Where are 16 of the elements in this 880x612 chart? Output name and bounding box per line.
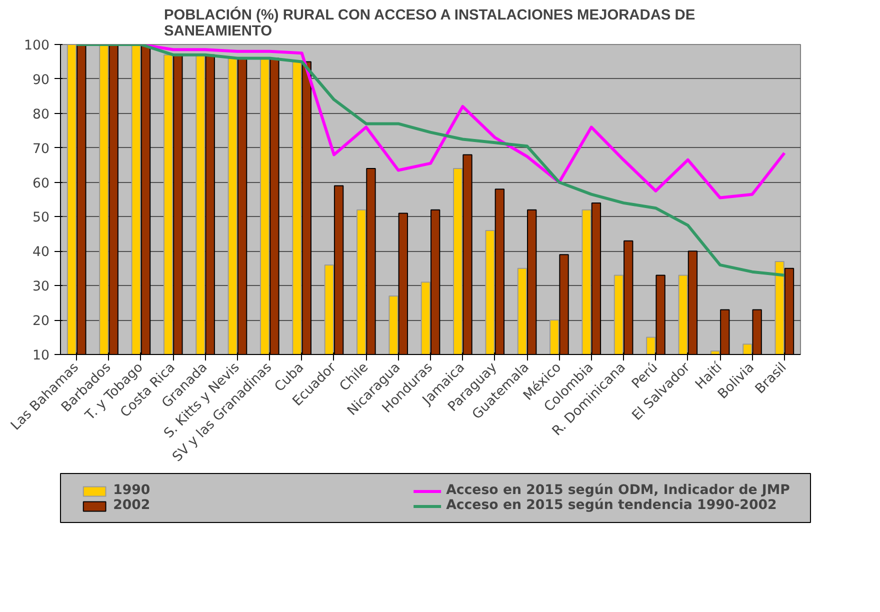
y-tick-label: 80 — [32, 107, 50, 122]
y-tick-label: 100 — [24, 38, 50, 54]
y-tick-label: 60 — [32, 176, 50, 192]
chart-title: POBLACIÓN (%) RURAL CON ACCESO A INSTALACIONES MEJORADAS DE SANEAMIENTO — [164, 6, 696, 40]
y-tick-label: 30 — [32, 280, 50, 295]
legend-label: 1990 — [113, 483, 152, 498]
y-tick-label: 10 — [32, 348, 50, 364]
y-tick-label: 40 — [32, 245, 50, 260]
y-tick-label: 20 — [32, 314, 50, 330]
y-tick-label: 50 — [32, 210, 50, 226]
legend-label: Acceso en 2015 según tendencia 1990-2002 — [446, 498, 777, 513]
legend-label: Acceso en 2015 según ODM, Indicador de JMP — [446, 483, 790, 498]
y-tick-label: 70 — [32, 142, 50, 157]
legend-label: 2002 — [113, 498, 152, 513]
y-tick-label: 90 — [32, 72, 50, 88]
line-series — [75, 44, 786, 277]
